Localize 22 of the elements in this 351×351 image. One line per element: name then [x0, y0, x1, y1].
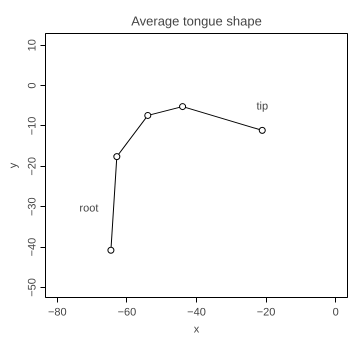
y-axis-title: y — [8, 162, 20, 168]
annotation: tip — [256, 100, 268, 112]
y-tick-label: −10 — [26, 116, 38, 136]
point — [113, 153, 120, 160]
point — [144, 112, 152, 119]
point — [179, 103, 186, 110]
point — [107, 246, 114, 254]
chart-title: Average tongue shape — [131, 14, 262, 28]
x-axis-title: x — [194, 324, 200, 336]
x-tick-label: 0 — [332, 306, 339, 318]
x-tick-label: −40 — [187, 306, 206, 318]
annotation: root — [79, 202, 98, 214]
y-tick-label: −50 — [26, 278, 38, 297]
y-tick-label: −30 — [26, 197, 38, 216]
x-tick-label: −60 — [118, 306, 136, 318]
x-tick-label: −80 — [48, 306, 67, 318]
y-tick-label: 10 — [26, 39, 38, 52]
y-tick-label: −40 — [26, 238, 38, 256]
y-tick-label: −20 — [26, 156, 38, 176]
x-tick-label: −20 — [256, 306, 276, 318]
y-tick-label: 0 — [26, 82, 38, 89]
point — [258, 126, 266, 134]
